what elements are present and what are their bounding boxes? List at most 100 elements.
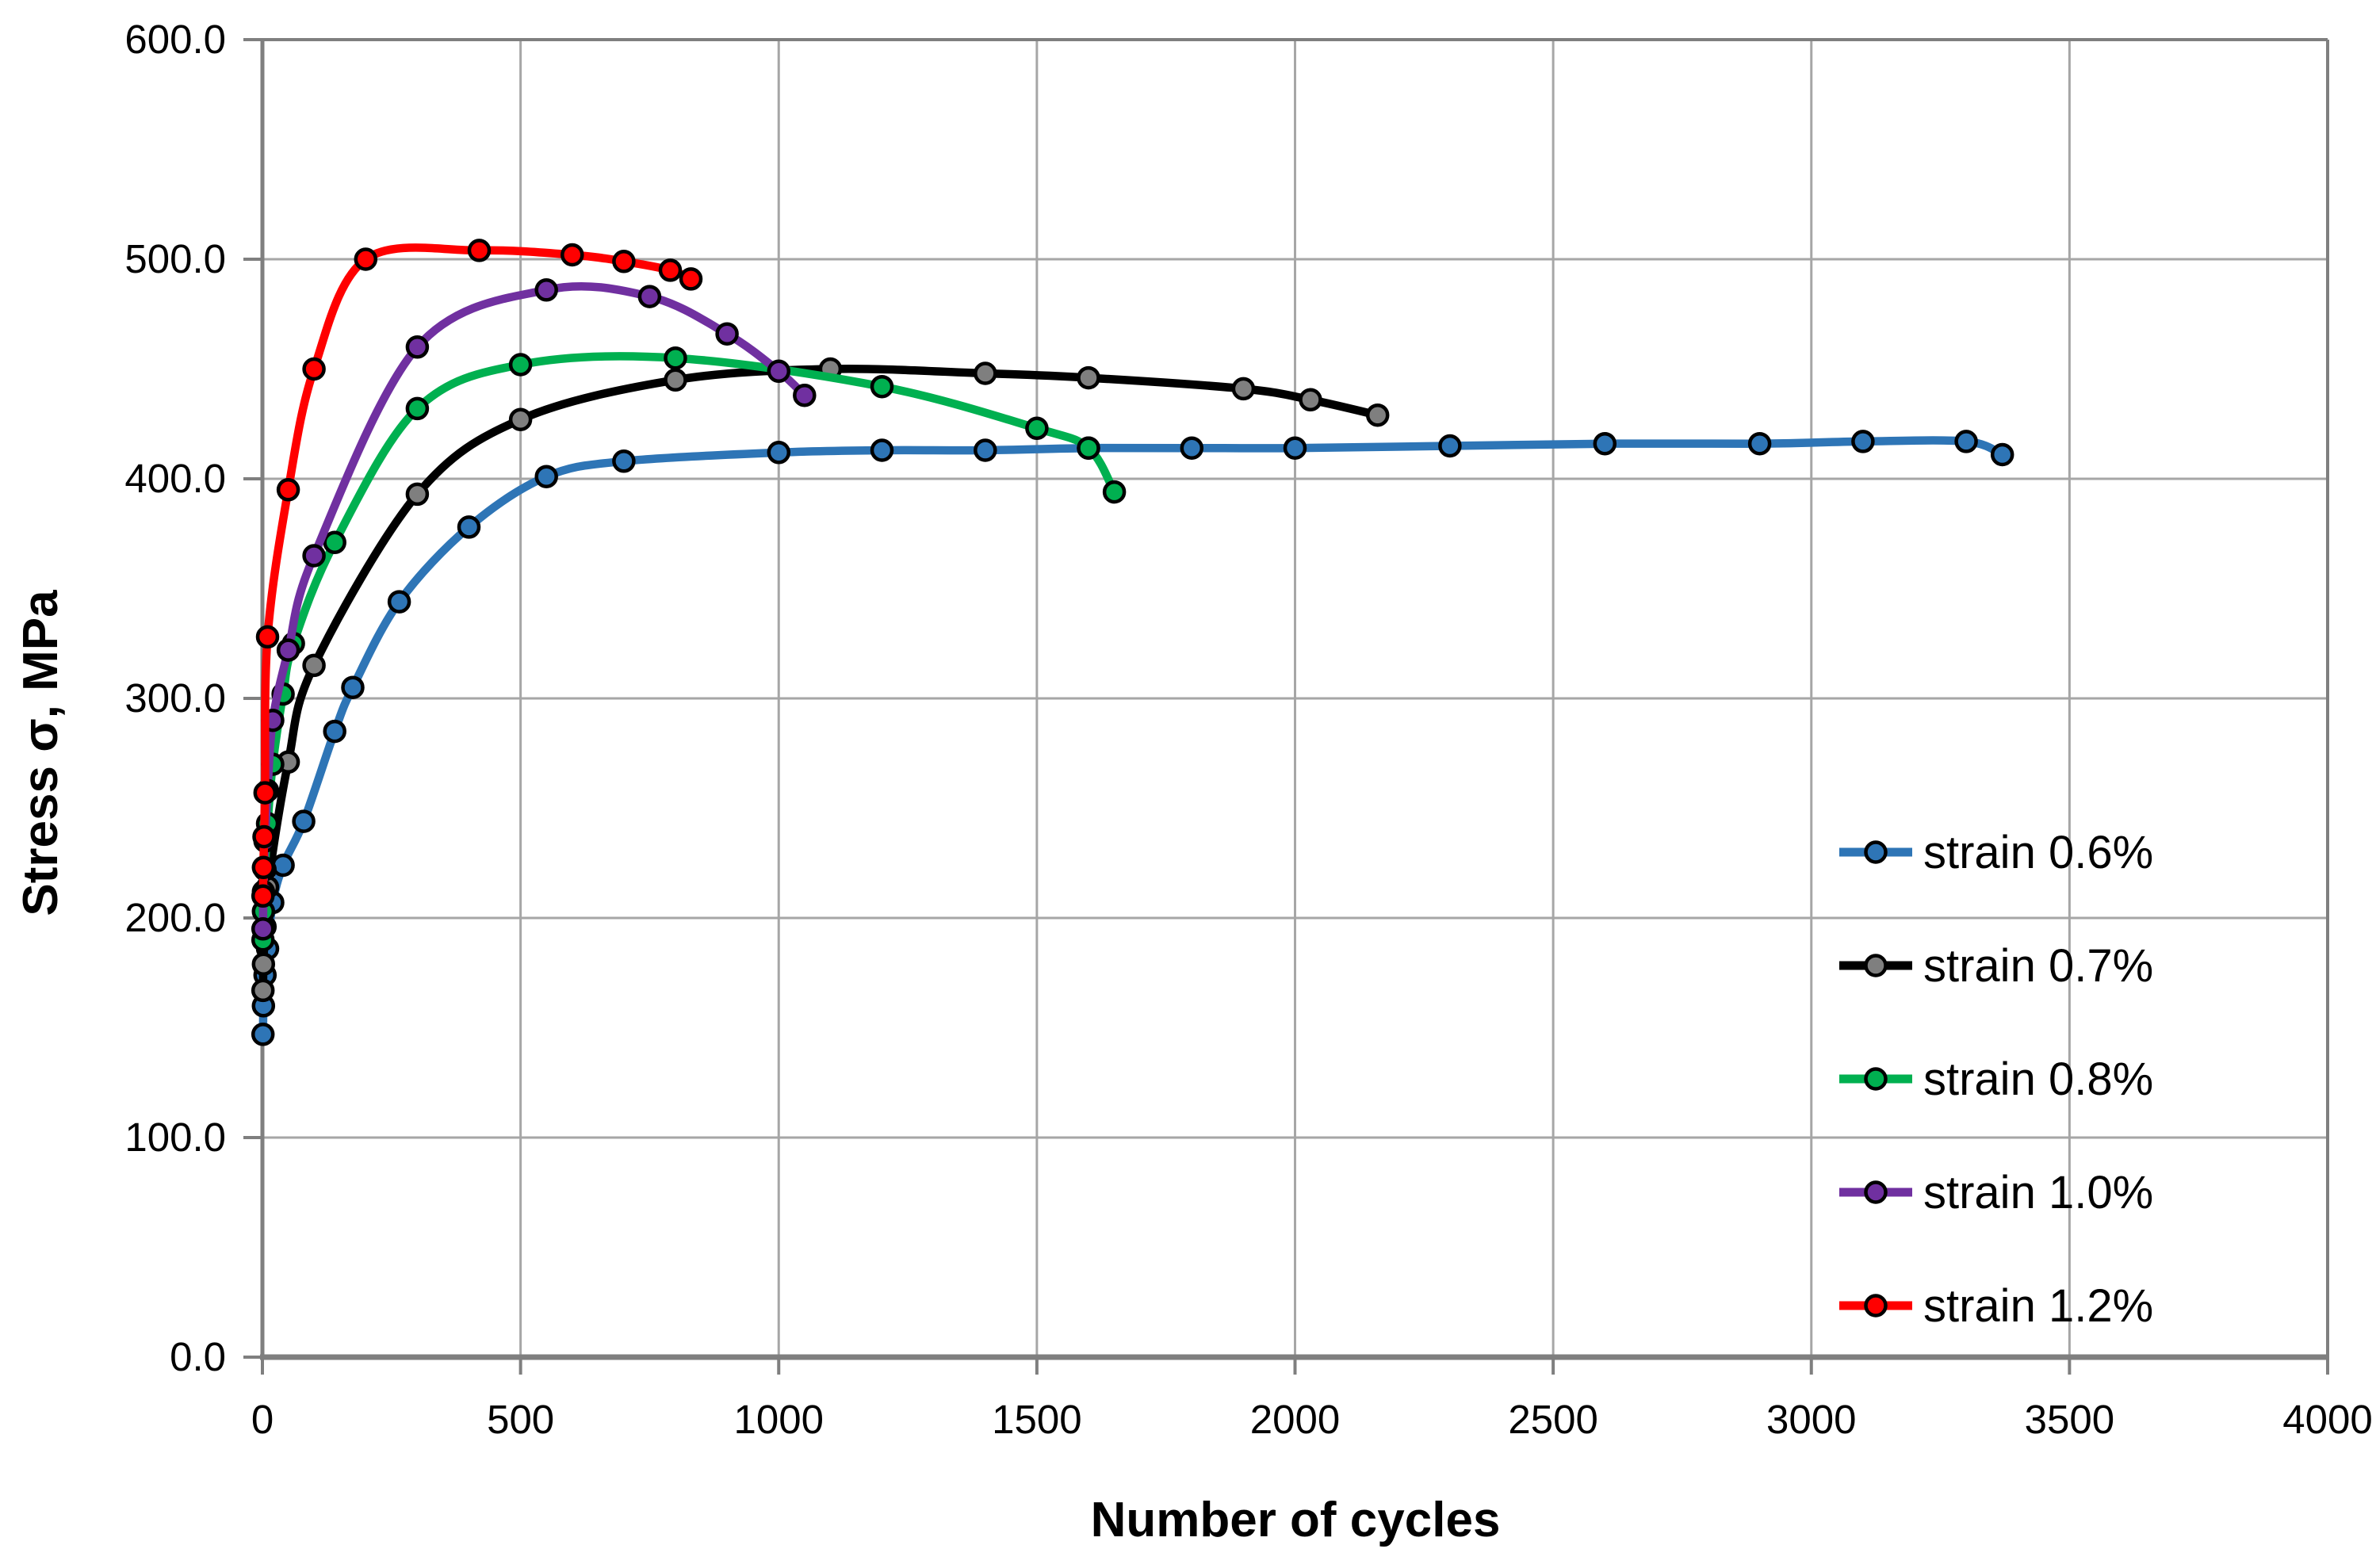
data-point-marker [1102,480,1127,504]
series-strain-0.6- [251,430,2014,1046]
data-point-marker [323,719,346,744]
data-point-marker [1231,377,1256,401]
data-point-marker [664,346,687,370]
x-axis-title: Number of cycles [1091,1493,1501,1547]
legend-item-strain-0.8-: strain 0.8% [1839,1054,2153,1105]
data-point-marker [561,243,584,267]
x-tick-label: 2500 [1508,1397,1597,1442]
x-tick-labels: 0 500 1000 1500 2000 2500 3000 3500 4000 [251,1397,2373,1442]
series-line-strain-1.2- [258,243,695,901]
data-point-marker [302,544,326,568]
y-tick-labels: 0.0 100.0 200.0 300.0 400.0 500.0 600.0 [124,17,226,1379]
x-tick-label: 0 [251,1397,274,1442]
x-tick-label: 500 [487,1397,554,1442]
legend-marker-strain-1.2- [1864,1294,1888,1318]
data-point-marker [253,781,277,805]
y-tick-label: 600.0 [124,17,226,62]
y-tick-label: 200.0 [124,895,226,940]
data-point-marker [251,884,275,908]
data-point-marker [457,515,481,539]
legend-marker-strain-0.7- [1864,954,1888,977]
data-point-marker [302,357,326,381]
data-point-marker [767,359,791,384]
data-point-marker [612,250,636,273]
data-point-marker [1025,416,1049,441]
data-point-marker [612,449,636,473]
series-line-strain-0.6- [258,436,2007,1039]
data-point-marker [405,396,430,421]
legend-item-strain-0.6-: strain 0.6% [1839,827,2153,878]
legend-marker-strain-1.0- [1864,1180,1888,1204]
data-point-marker [252,824,276,849]
data-point-marker [1077,365,1100,390]
legend-marker-strain-0.6- [1864,840,1888,864]
data-point-marker [1851,430,1875,453]
x-tick-label: 3000 [1766,1397,1856,1442]
data-point-marker [1299,388,1322,412]
data-point-marker [341,675,365,699]
legend-item-strain-0.7-: strain 0.7% [1839,940,2153,992]
data-point-marker [870,374,894,399]
data-point-marker [793,383,817,407]
data-point-marker [1954,430,1978,453]
data-point-marker [508,353,533,377]
legend-item-strain-1.2-: strain 1.2% [1839,1280,2153,1332]
data-point-marker [1990,442,2014,467]
data-point-marker [276,478,300,502]
data-point-marker [974,361,997,385]
data-point-marker [1438,434,1462,458]
data-point-marker [354,247,378,271]
legend-label-strain-1.2-: strain 1.2% [1923,1280,2153,1332]
y-tick-label: 0.0 [170,1334,226,1379]
data-point-marker [1747,431,1772,456]
data-point-marker [251,855,276,880]
data-point-marker [1365,403,1390,427]
data-point-marker [679,267,703,291]
legend-label-strain-0.7-: strain 0.7% [1923,940,2153,992]
data-point-marker [1283,436,1307,460]
data-point-marker [323,530,346,555]
y-tick-label: 100.0 [124,1115,226,1160]
data-point-marker [508,407,533,431]
y-tick-label: 400.0 [124,456,226,501]
data-point-marker [292,809,316,833]
data-point-marker [276,638,300,662]
x-tick-label: 2000 [1250,1397,1340,1442]
data-point-marker [255,625,280,649]
data-point-marker [387,590,411,614]
legend-label-strain-0.8-: strain 0.8% [1923,1054,2153,1105]
data-point-marker [251,952,276,976]
legend-marker-strain-0.8- [1864,1067,1888,1091]
data-point-marker [251,978,275,1003]
axis-ticks [243,38,2329,1375]
x-tick-label: 1500 [992,1397,1081,1442]
x-tick-label: 4000 [2282,1397,2372,1442]
series-strain-0.8- [251,346,1127,952]
y-tick-label: 500.0 [124,236,226,281]
data-point-marker [251,1023,275,1046]
legend-label-strain-1.0-: strain 1.0% [1923,1167,2153,1218]
data-point-marker [715,322,739,346]
data-point-marker [767,441,791,465]
data-point-marker [405,482,430,507]
series-strain-1.2- [251,239,703,908]
data-series [251,239,2014,1046]
data-point-marker [534,278,558,302]
data-point-marker [251,917,275,941]
legend: strain 0.6% strain 0.7% strain 0.8% strain … [1839,827,2153,1332]
data-point-marker [658,258,683,282]
data-point-marker [1593,431,1617,456]
data-point-marker [302,653,326,678]
data-point-marker [974,438,997,462]
y-axis-title: Stress σ, MPa [13,590,68,916]
data-point-marker [534,465,558,488]
y-tick-label: 300.0 [124,675,226,721]
gridlines [262,40,2328,1357]
data-point-marker [664,368,687,392]
data-point-marker [405,335,430,359]
data-point-marker [637,285,662,308]
data-point-marker [1180,436,1204,460]
series-strain-1.0- [251,278,817,941]
